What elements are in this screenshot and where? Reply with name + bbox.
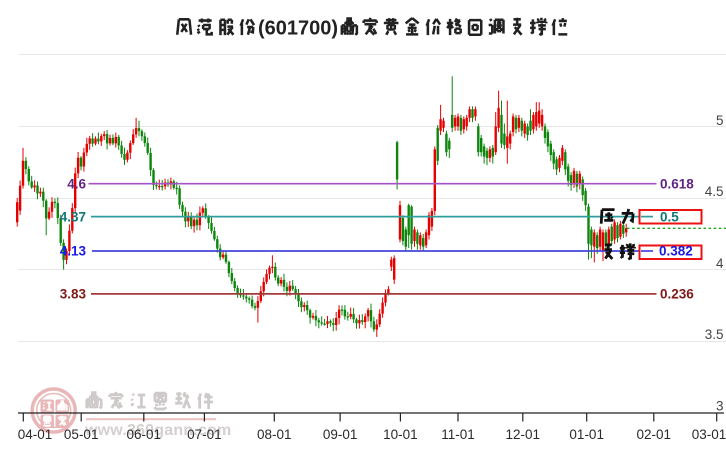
svg-text:0.236: 0.236	[660, 287, 694, 302]
svg-text:06-01: 06-01	[127, 427, 162, 442]
svg-text:03-01: 03-01	[692, 427, 726, 442]
svg-text:04-01: 04-01	[18, 427, 53, 442]
svg-text:www.360gann.com: www.360gann.com	[84, 422, 231, 439]
svg-text:01-01: 01-01	[569, 427, 604, 442]
svg-text:05-01: 05-01	[64, 427, 99, 442]
svg-text:4.37: 4.37	[60, 209, 86, 224]
svg-text:3.5: 3.5	[705, 327, 724, 342]
svg-text:3: 3	[716, 399, 724, 414]
svg-text:4: 4	[716, 256, 724, 271]
svg-text:5: 5	[716, 113, 724, 128]
svg-text:4.5: 4.5	[705, 184, 724, 199]
svg-text:(601700): (601700)	[258, 18, 338, 40]
svg-text:12-01: 12-01	[506, 427, 541, 442]
svg-text:3.83: 3.83	[60, 287, 87, 302]
svg-text:11-01: 11-01	[441, 427, 475, 442]
svg-text:08-01: 08-01	[257, 427, 292, 442]
svg-text:4.13: 4.13	[60, 244, 87, 259]
svg-text:02-01: 02-01	[637, 427, 672, 442]
svg-text:0.382: 0.382	[659, 244, 693, 259]
svg-text:09-01: 09-01	[323, 427, 358, 442]
svg-text:10-01: 10-01	[383, 427, 418, 442]
svg-text:07-01: 07-01	[187, 427, 222, 442]
svg-text:0.5: 0.5	[660, 209, 679, 224]
svg-text:0.618: 0.618	[660, 176, 694, 191]
svg-text:4.6: 4.6	[67, 176, 86, 191]
